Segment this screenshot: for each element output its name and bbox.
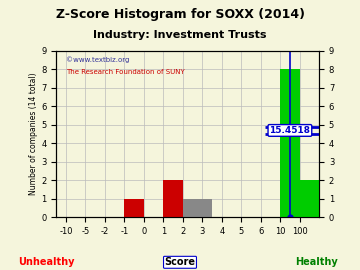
Text: ©www.textbiz.org: ©www.textbiz.org <box>66 56 129 63</box>
Text: Unhealthy: Unhealthy <box>19 257 75 267</box>
Bar <box>280 69 300 217</box>
Text: Z-Score Histogram for SOXX (2014): Z-Score Histogram for SOXX (2014) <box>55 8 305 21</box>
Y-axis label: Number of companies (14 total): Number of companies (14 total) <box>30 73 39 195</box>
Text: The Research Foundation of SUNY: The Research Foundation of SUNY <box>66 69 185 75</box>
Text: 15.4518: 15.4518 <box>269 126 310 135</box>
Text: Industry: Investment Trusts: Industry: Investment Trusts <box>93 30 267 40</box>
Bar <box>163 180 183 217</box>
Bar <box>183 199 212 217</box>
Bar <box>125 199 144 217</box>
Text: Healthy: Healthy <box>296 257 338 267</box>
Text: Score: Score <box>165 257 195 267</box>
Bar <box>300 180 319 217</box>
